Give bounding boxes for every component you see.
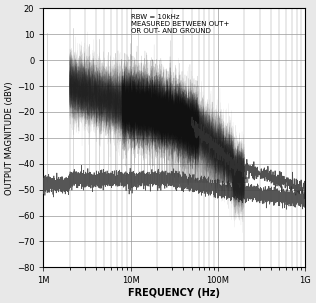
Text: RBW = 10kHz
MEASURED BETWEEN OUT+
OR OUT- AND GROUND: RBW = 10kHz MEASURED BETWEEN OUT+ OR OUT… [131, 14, 229, 34]
X-axis label: FREQUENCY (Hz): FREQUENCY (Hz) [128, 288, 220, 298]
Y-axis label: OUTPUT MAGNITUDE (dBV): OUTPUT MAGNITUDE (dBV) [5, 81, 14, 195]
